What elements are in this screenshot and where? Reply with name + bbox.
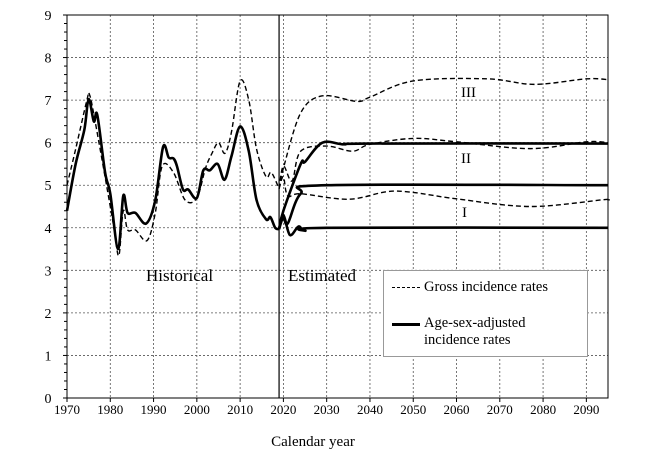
series-line-age-sex-adjusted-incidence-rates-lower [277, 213, 609, 237]
y-tick-label: 8 [45, 52, 52, 67]
x-tick-label: 2010 [227, 402, 253, 417]
series-line-age-sex-adjusted-incidence-rates-historical [65, 97, 280, 251]
series-line-gross-incidence-rates-i [278, 176, 612, 208]
y-tick-label: 7 [45, 94, 52, 109]
series-line-gross-incidence-rates-historical [66, 79, 280, 257]
annotation-scenario-3: III [461, 85, 476, 101]
series-lines [65, 77, 612, 257]
series-line-age-sex-adjusted-incidence-rates-i [277, 183, 609, 230]
legend-label-adjusted: Age-sex-adjusted incidence rates [424, 315, 526, 348]
y-tick-label: 2 [45, 307, 52, 322]
series-line-age-sex-adjusted-incidence-rates-ii [277, 140, 609, 230]
x-tick-label: 2020 [270, 402, 296, 417]
x-tick-label: 1980 [97, 402, 123, 417]
x-tick-label: 1970 [54, 402, 80, 417]
x-tick-label: 2090 [573, 402, 599, 417]
y-tick-label: 0 [45, 392, 52, 407]
x-tick-label: 2000 [184, 402, 210, 417]
legend-entry-gross: Gross incidence rates [392, 279, 584, 296]
x-axis-label: Calendar year [271, 434, 355, 450]
legend-dashed-line-icon [392, 287, 420, 288]
legend-label-gross: Gross incidence rates [424, 279, 549, 295]
ticks: 1970 1980 1990 2000 2010 2020 2030 2040 2050 2060… [45, 9, 600, 417]
x-tick-label: 2050 [400, 402, 426, 417]
plot-frame [66, 14, 609, 399]
x-tick-label: 2030 [314, 402, 340, 417]
y-tick-label: 6 [45, 137, 52, 152]
y-tick-label: 4 [45, 222, 52, 237]
y-tick-label: 1 [45, 349, 52, 364]
y-tick-label: 5 [45, 179, 52, 194]
x-tick-label: 1990 [141, 402, 167, 417]
annotation-historical: Historical [146, 266, 213, 285]
annotation-estimated: Estimated [288, 266, 356, 285]
annotation-scenario-1: I [462, 205, 467, 221]
x-tick-label: 2060 [444, 402, 470, 417]
series-line-gross-incidence-rates-ii [278, 137, 609, 189]
y-tick-label: 9 [45, 9, 52, 24]
annotation-scenario-2: II [461, 151, 471, 167]
x-tick-label: 2070 [487, 402, 513, 417]
series-line-gross-incidence-rates-iii [278, 77, 609, 189]
legend-entry-adjusted: Age-sex-adjusted incidence rates [392, 315, 584, 349]
legend: Gross incidence rates Age-sex-adjusted i… [383, 270, 588, 357]
y-tick-label: 3 [45, 264, 52, 279]
x-tick-label: 2040 [357, 402, 383, 417]
legend-solid-line-icon [392, 323, 420, 326]
x-tick-label: 2080 [530, 402, 556, 417]
